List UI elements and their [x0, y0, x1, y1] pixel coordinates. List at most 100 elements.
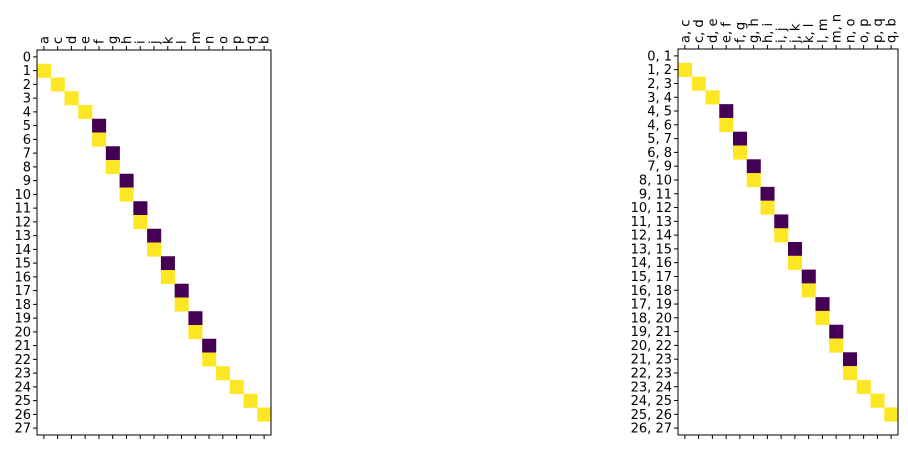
heatmap-cell — [202, 352, 217, 367]
x-tick-label: q, b — [885, 18, 900, 43]
heatmap-cell — [243, 393, 258, 408]
heatmap-cell — [760, 186, 775, 201]
x-tick-label: d — [65, 36, 80, 44]
y-tick-label: 4 — [23, 105, 31, 120]
x-tick-label: g — [106, 36, 121, 44]
y-tick-label: 26, 27 — [631, 422, 672, 437]
y-tick-label: 2 — [23, 78, 31, 93]
heatmap-cell — [215, 366, 230, 381]
heatmap-cell — [147, 228, 162, 243]
x-tick-label: c — [51, 37, 66, 44]
x-tick-label: j — [148, 40, 163, 45]
heatmap-cell — [678, 62, 693, 77]
y-tick-label: 8, 10 — [639, 173, 672, 188]
heatmap-cell — [788, 242, 803, 257]
y-tick-label: 17, 19 — [631, 298, 672, 313]
y-tick-label: 9 — [23, 174, 31, 189]
x-tick-label: d, e — [706, 18, 721, 43]
heatmap-cell — [815, 310, 830, 326]
heatmap-cell — [50, 77, 65, 92]
y-tick-label: 1, 2 — [647, 63, 672, 78]
y-tick-label: 10 — [14, 188, 31, 203]
y-tick-label: 21, 23 — [631, 353, 672, 368]
y-tick-label: 0 — [23, 50, 31, 65]
y-tick-label: 14, 16 — [631, 256, 672, 271]
heatmap-cell — [719, 117, 734, 133]
x-tick-label: o — [216, 36, 231, 44]
x-tick-label: n — [203, 36, 218, 44]
x-tick-label: m, n — [830, 14, 845, 43]
heatmap-cell — [733, 131, 748, 146]
y-tick-label: 12, 14 — [631, 229, 672, 244]
heatmap-cell — [133, 201, 148, 216]
heatmap-cell — [829, 338, 844, 353]
x-tick-label: n, o — [843, 18, 858, 43]
x-tick-label: a, c — [678, 20, 693, 43]
y-tick-label: 25 — [14, 394, 31, 409]
heatmap-cell — [774, 214, 789, 229]
y-tick-label: 8 — [23, 160, 31, 175]
y-tick-label: 24 — [14, 380, 31, 395]
y-tick-label: 23 — [14, 367, 31, 382]
heatmap-cell — [92, 132, 107, 147]
x-tick-label: e, f — [720, 22, 735, 43]
y-tick-label: 23, 24 — [631, 380, 672, 395]
y-tick-label: 7 — [23, 147, 31, 162]
heatmap-cell — [843, 366, 858, 381]
x-tick-label: f — [92, 39, 107, 44]
x-tick-label: l, m — [816, 18, 831, 43]
heatmap-cell — [801, 269, 816, 284]
y-tick-label: 5, 7 — [647, 132, 672, 147]
axes-frame — [677, 48, 899, 436]
heatmap-cell — [705, 90, 720, 105]
heatmap-cell — [774, 228, 789, 243]
x-tick-label: h — [120, 36, 135, 44]
y-tick-label: 13, 15 — [631, 242, 672, 257]
y-tick-label: 26 — [14, 408, 31, 423]
x-tick-label: p, q — [871, 18, 886, 43]
incidence-matrix-nodes: 0123456789101112131415161718192021222324… — [14, 31, 273, 439]
x-tick-label: k — [161, 36, 176, 44]
y-tick-label: 24, 25 — [631, 394, 672, 409]
x-tick-label: m — [189, 31, 204, 44]
y-tick-label: 9, 11 — [639, 187, 672, 202]
x-tick-label: j, k — [788, 23, 803, 44]
x-tick-label: k, l — [802, 24, 817, 43]
y-tick-label: 20, 22 — [631, 339, 672, 354]
y-tick-label: 10, 12 — [631, 201, 672, 216]
y-tick-label: 15, 17 — [631, 270, 672, 285]
x-tick-label: p — [230, 36, 245, 44]
y-tick-label: 3 — [23, 92, 31, 107]
x-tick-label: a — [37, 36, 52, 44]
incidence-matrix-edges: 0, 11, 22, 33, 44, 54, 65, 76, 87, 98, 1… — [631, 14, 900, 439]
x-tick-label: o, p — [857, 19, 872, 43]
heatmap-cell — [801, 283, 816, 298]
heatmap-cell — [133, 215, 148, 230]
y-tick-label: 19, 21 — [631, 325, 672, 340]
heatmap-cell — [691, 76, 706, 91]
heatmap-cell — [746, 173, 761, 188]
y-tick-label: 21 — [14, 339, 31, 354]
heatmap-cell — [843, 352, 858, 367]
y-tick-label: 4, 5 — [647, 105, 672, 120]
heatmap-cell — [78, 105, 93, 120]
heatmap-cell — [37, 63, 52, 78]
y-tick-label: 19 — [14, 312, 31, 327]
y-tick-label: 16, 18 — [631, 284, 672, 299]
y-tick-label: 6 — [23, 133, 31, 148]
heatmap-cell — [788, 255, 803, 270]
y-tick-label: 18, 20 — [631, 311, 672, 326]
y-tick-label: 7, 9 — [647, 160, 672, 175]
y-tick-label: 25, 26 — [631, 408, 672, 423]
heatmap-cell — [160, 270, 175, 285]
y-tick-label: 18 — [14, 298, 31, 313]
heatmap-cell — [64, 91, 79, 106]
x-tick-label: q — [244, 36, 259, 44]
heatmap-cell — [105, 146, 120, 161]
heatmap-cell — [174, 283, 189, 298]
y-tick-label: 5 — [23, 119, 31, 134]
y-tick-label: 11, 13 — [631, 215, 672, 230]
heatmap-cell — [746, 159, 761, 174]
heatmap-cell — [870, 393, 885, 408]
heatmap-cell — [856, 379, 871, 394]
